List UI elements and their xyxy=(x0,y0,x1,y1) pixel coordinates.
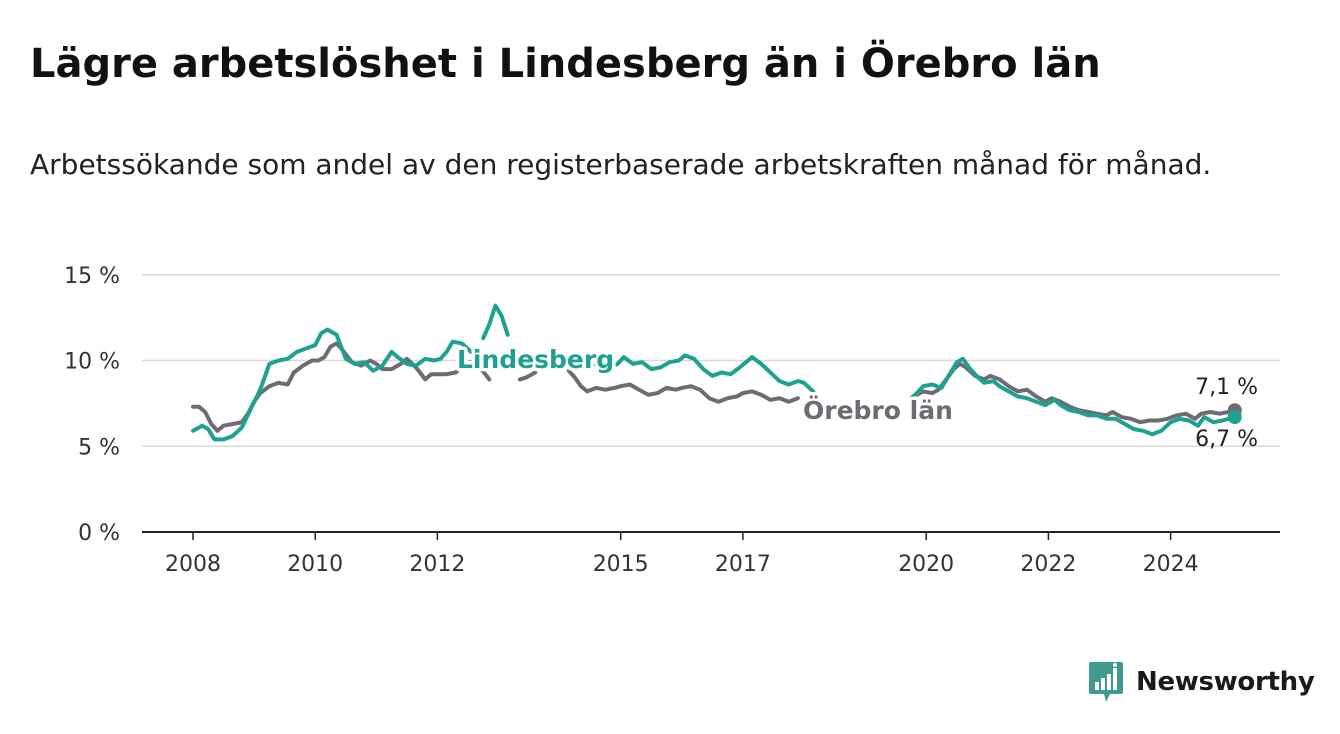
x-tick-label: 2020 xyxy=(898,552,954,577)
x-tick-label: 2017 xyxy=(715,552,771,577)
series-line xyxy=(517,370,538,382)
series-line xyxy=(191,341,492,433)
series-label-orebro-halo: Örebro län xyxy=(803,395,953,425)
series-line xyxy=(191,327,483,442)
series-line xyxy=(566,368,800,404)
x-tick-label: 2024 xyxy=(1143,552,1199,577)
series-line xyxy=(563,353,816,394)
y-tick-label: 15 % xyxy=(64,264,120,289)
end-value-label: 7,1 % xyxy=(1195,375,1258,400)
x-axis: 2008 2010 2012 2015 2017 2020 2022 2024 xyxy=(165,532,1199,577)
x-tick-label: 2022 xyxy=(1020,552,1076,577)
newsworthy-brand[interactable]: Newsworthy xyxy=(1088,660,1315,704)
x-tick-label: 2010 xyxy=(287,552,343,577)
x-tick-label: 2012 xyxy=(409,552,465,577)
newsworthy-logo-icon xyxy=(1089,662,1123,702)
end-value-label: 6,7 % xyxy=(1195,427,1258,452)
x-tick-label: 2015 xyxy=(593,552,649,577)
series-label-orebro: Örebro län xyxy=(803,395,953,425)
x-tick-label: 2008 xyxy=(165,552,221,577)
series-end-point xyxy=(1227,410,1242,425)
brand-name: Newsworthy xyxy=(1136,667,1315,697)
series-line xyxy=(915,361,1237,425)
y-tick-label: 5 % xyxy=(78,435,120,460)
y-axis: 0 % 5 % 10 % 15 % xyxy=(64,264,120,546)
y-tick-label: 0 % xyxy=(78,521,120,546)
chart-title: Lägre arbetslöshet i Lindesberg än i Öre… xyxy=(30,41,1101,87)
chart-subtitle: Arbetssökande som andel av den registerb… xyxy=(30,148,1212,181)
series-line xyxy=(481,303,510,341)
series-line xyxy=(908,356,1237,437)
series-lines xyxy=(191,303,1242,442)
y-tick-label: 10 % xyxy=(64,350,120,375)
series-label-lindesberg: Lindesberg xyxy=(457,345,614,374)
gridlines xyxy=(142,274,1280,533)
series-label-lindesberg-halo: Lindesberg xyxy=(457,345,614,374)
